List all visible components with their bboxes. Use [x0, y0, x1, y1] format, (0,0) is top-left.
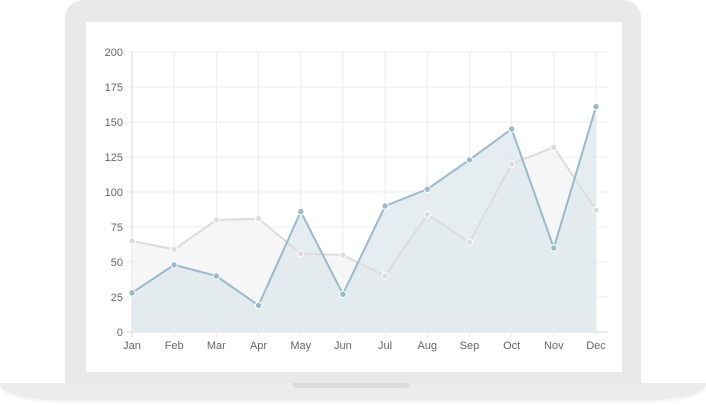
series-2-point — [507, 125, 516, 133]
laptop-notch — [292, 383, 410, 388]
series-1-point — [592, 206, 600, 214]
series-1-point — [465, 238, 474, 247]
y-tick-label: 75 — [111, 222, 123, 234]
y-tick-label: 100 — [105, 187, 123, 199]
series-2-point — [592, 102, 600, 111]
y-tick-label: 200 — [105, 47, 123, 59]
series-1-point — [297, 249, 305, 258]
x-tick-label: Dec — [586, 340, 606, 352]
y-axis-ticks: 0 25 50 75 100 125 150 175 200 — [105, 47, 123, 339]
y-tick-label: 175 — [105, 82, 123, 94]
series-1-point — [507, 160, 516, 168]
y-tick-label: 25 — [111, 292, 123, 304]
x-tick-label: Aug — [417, 340, 437, 352]
x-tick-label: Jun — [334, 340, 352, 352]
x-tick-label: Apr — [250, 340, 267, 352]
x-tick-label: Nov — [544, 340, 564, 352]
series-2-point — [381, 202, 389, 210]
series-2-line — [131, 106, 597, 307]
x-tick-label: Oct — [503, 340, 520, 352]
x-tick-label: Jul — [378, 340, 392, 352]
x-axis-ticks: Jan Feb Mar Apr May Jun Jul Aug Sep Oct Nov Dec — [123, 340, 606, 352]
series-1-point — [212, 216, 221, 224]
series-2-point — [550, 244, 558, 252]
series-2-area — [132, 106, 596, 332]
series-1-point — [170, 245, 178, 254]
series-1-point — [128, 237, 136, 245]
series-2-point — [465, 156, 474, 164]
series-1-line — [131, 146, 597, 277]
x-tick-label: Sep — [460, 340, 480, 352]
x-tick-label: Mar — [207, 340, 226, 352]
line-chart: 0 25 50 75 100 125 150 175 200 Jan Feb Mar Apr May Ju… — [105, 47, 608, 352]
series-2-point — [339, 290, 347, 298]
y-tick-label: 150 — [105, 117, 123, 129]
series-1-point — [550, 143, 558, 151]
x-tick-label: Jan — [123, 340, 141, 352]
series-2-point — [297, 207, 305, 216]
series-1-point — [381, 272, 389, 280]
series-fills — [132, 106, 596, 332]
laptop-base — [0, 383, 706, 400]
series-1-point — [254, 214, 263, 223]
x-tick-label: Feb — [165, 340, 184, 352]
series-lines — [131, 106, 597, 307]
series-2-point — [212, 272, 221, 280]
y-tick-label: 125 — [105, 152, 123, 164]
series-2-point — [254, 301, 263, 310]
series-1-point — [339, 251, 347, 259]
series-2-point — [170, 261, 178, 269]
y-tick-label: 0 — [117, 327, 123, 339]
series-2-point — [128, 289, 136, 297]
y-tick-label: 50 — [111, 257, 123, 269]
series-2-point — [423, 185, 431, 193]
series-1-point — [423, 210, 431, 219]
series-points — [128, 102, 600, 310]
x-tick-label: May — [290, 340, 311, 352]
